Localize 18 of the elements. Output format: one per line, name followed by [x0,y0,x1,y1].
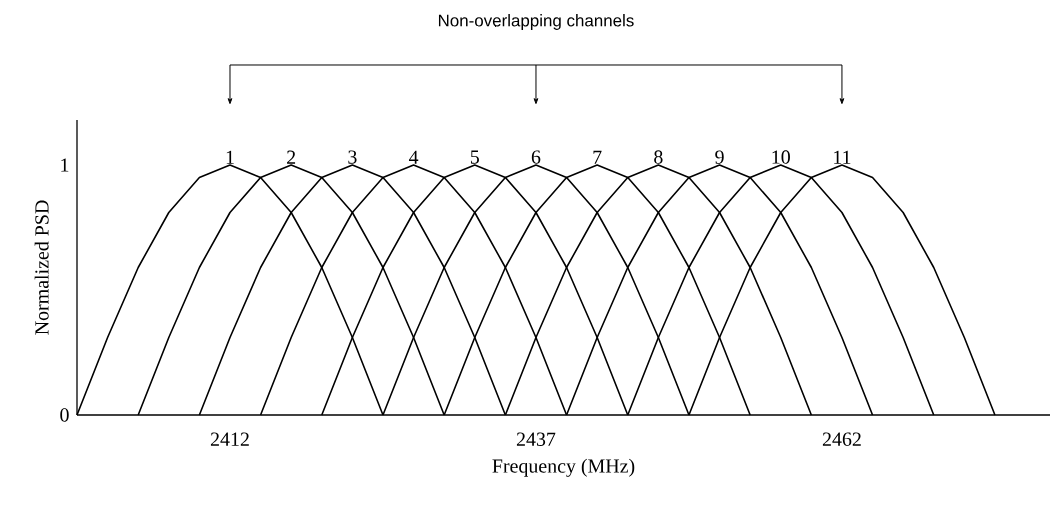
x-axis-title: Frequency (MHz) [492,458,635,477]
series-label: 7 [593,150,602,164]
y-axis-title: Normalized PSD [34,200,49,335]
series-label: 4 [408,150,419,164]
series-label: 2 [287,150,296,164]
x-tick-label: 2412 [210,432,249,446]
series-label: 1 [226,150,234,164]
text: Non-overlapping channels [438,14,634,30]
series-label: 10 [772,150,790,164]
series-label: 3 [348,150,357,164]
y-tick-label: 0 [60,408,69,422]
series-label: 11 [834,150,851,164]
series-label: 5 [470,150,479,164]
series-label: 8 [654,150,663,164]
x-tick-label: 2462 [822,432,861,446]
series-label: 6 [531,150,541,164]
series-label: 9 [715,150,724,164]
x-tick-label: 2437 [516,432,556,446]
